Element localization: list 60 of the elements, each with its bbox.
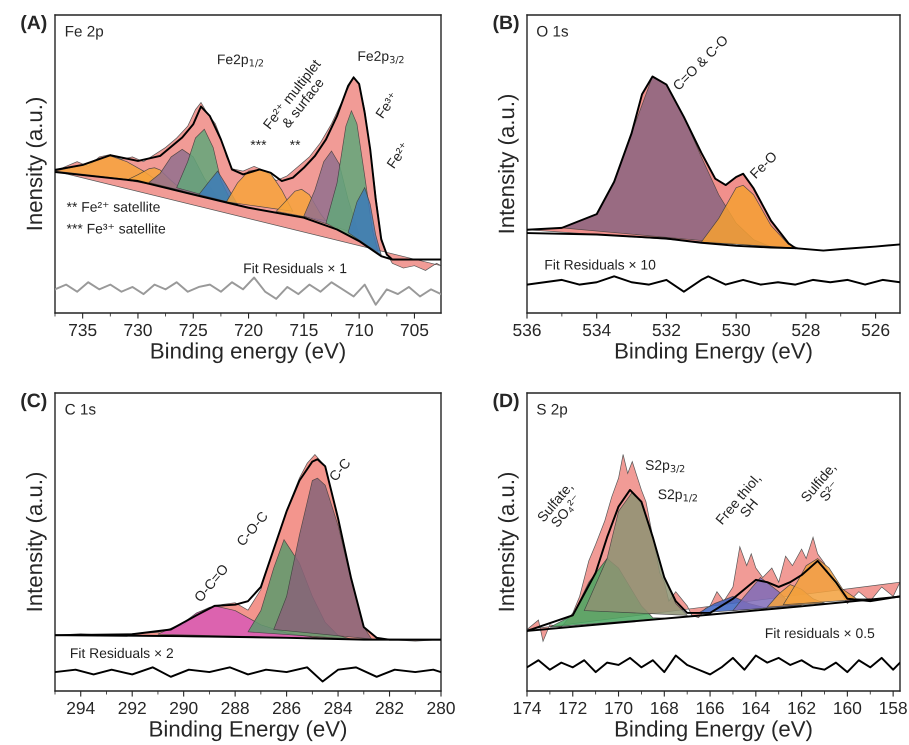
text: Fe2p$_{3/2}$ xyxy=(358,51,404,64)
x-tick-label: 720 xyxy=(234,324,262,336)
annotation: S2p$_{3/2}$ xyxy=(646,460,684,474)
x-tick-label: 534 xyxy=(582,324,611,336)
x-tick-label: 290 xyxy=(170,702,198,714)
text: (A) xyxy=(21,15,46,34)
x-tick-label: 735 xyxy=(69,324,96,336)
x-tick-label: 730 xyxy=(124,324,152,336)
x-tick-label: 162 xyxy=(788,702,816,714)
x-axis-title: Binding Energy (eV) xyxy=(150,720,346,742)
text: (D) xyxy=(494,393,519,412)
annotation: *** Fe³⁺ satellite xyxy=(66,223,166,234)
annotation: Fit residuals × 0.5 xyxy=(766,628,874,638)
x-tick-label: 705 xyxy=(400,324,428,336)
x-tick-label: 715 xyxy=(290,324,318,336)
annotation: S2p$_{1/2}$ xyxy=(658,489,697,502)
chart-title: Fe 2p xyxy=(66,26,104,40)
x-tick-label: 528 xyxy=(792,324,820,336)
y-axis-title: Intensity (a.u.) xyxy=(26,472,47,610)
x-tick-label: 282 xyxy=(376,702,404,714)
x-tick-label: 158 xyxy=(880,702,907,714)
annotation: Fit Residuals × 10 xyxy=(545,259,656,270)
x-tick-label: 280 xyxy=(427,702,455,714)
x-tick-label: 288 xyxy=(222,702,249,714)
annotation: ** xyxy=(290,140,300,146)
x-tick-label: 710 xyxy=(346,324,373,336)
text: Fe2p$_{1/2}$ xyxy=(218,54,264,68)
x-tick-label: 294 xyxy=(67,702,95,714)
annotation: C-C xyxy=(328,458,352,482)
x-tick-label: 170 xyxy=(605,702,632,714)
annotation: C=O & C-O xyxy=(672,34,729,91)
annotation: ** Fe²⁺ satellite xyxy=(66,202,160,212)
text: (C) xyxy=(21,393,46,412)
annotation: Fit Residuals × 1 xyxy=(244,263,346,274)
chart-title: O 1s xyxy=(537,26,568,37)
x-tick-label: 172 xyxy=(560,702,586,714)
x-tick-label: 164 xyxy=(742,702,770,714)
y-axis-title: Inensity (a.u.) xyxy=(26,98,47,230)
x-axis-title: Binding Energy (eV) xyxy=(616,342,812,364)
x-tick-label: 284 xyxy=(324,702,352,714)
annotation: *** xyxy=(250,140,266,146)
x-tick-label: 160 xyxy=(834,702,862,714)
x-tick-label: 532 xyxy=(652,324,680,336)
chart-title: S 2p xyxy=(537,404,568,418)
y-axis-title: Intensity (a.u.) xyxy=(498,94,519,232)
x-axis-title: Binding energy (eV) xyxy=(152,342,345,364)
x-tick-label: 530 xyxy=(722,324,750,336)
x-tick-label: 292 xyxy=(118,702,146,714)
chart-title: C 1s xyxy=(65,404,96,415)
x-tick-label: 725 xyxy=(180,324,208,336)
annotation: Fit Residuals × 2 xyxy=(71,648,173,658)
x-tick-label: 168 xyxy=(651,702,678,714)
x-tick-label: 536 xyxy=(513,324,541,336)
x-tick-label: 526 xyxy=(862,324,890,336)
x-tick-label: 174 xyxy=(514,702,541,714)
x-tick-label: 166 xyxy=(696,702,724,714)
text: (B) xyxy=(494,15,519,34)
x-axis-title: Binding Energy (eV) xyxy=(616,720,812,742)
y-axis-title: Intensity (a.u.) xyxy=(498,472,519,610)
x-tick-label: 286 xyxy=(272,702,300,714)
